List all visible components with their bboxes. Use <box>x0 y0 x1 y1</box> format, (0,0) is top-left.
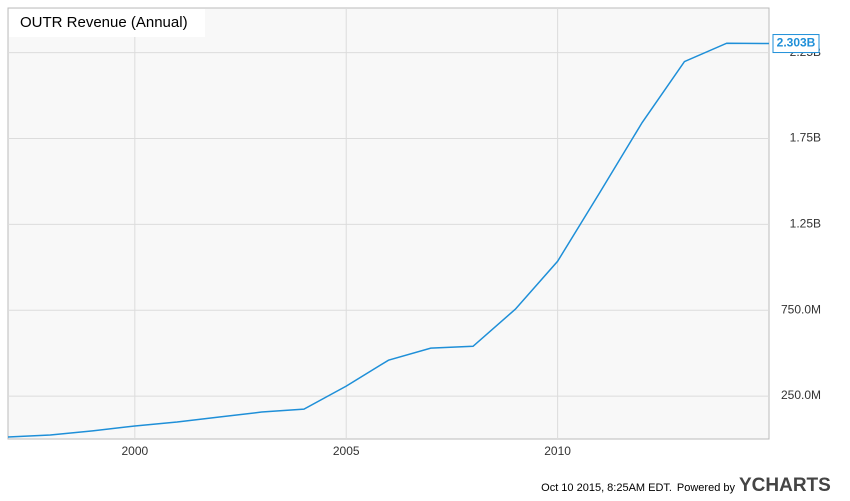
brand-logo: YCHARTS <box>739 475 831 496</box>
plot-area <box>7 7 770 440</box>
value-label: 2.303B <box>777 36 816 50</box>
y-tick-label: 1.25B <box>790 217 821 231</box>
title-box <box>9 9 205 37</box>
y-tick-label: 250.0M <box>781 388 821 402</box>
chart-title: OUTR Revenue (Annual) <box>20 14 188 31</box>
y-tick-label: 1.75B <box>790 131 821 145</box>
x-tick-label: 2000 <box>121 444 148 458</box>
y-tick-label: 750.0M <box>781 302 821 316</box>
x-tick-label: 2005 <box>333 444 360 458</box>
x-tick-label: 2010 <box>544 444 571 458</box>
series-line <box>7 42 770 438</box>
value-label-box <box>772 34 820 54</box>
powered-by: Powered by <box>677 482 736 494</box>
grid <box>8 8 769 439</box>
timestamp: Oct 10 2015, 8:25AM EDT. <box>541 482 672 494</box>
